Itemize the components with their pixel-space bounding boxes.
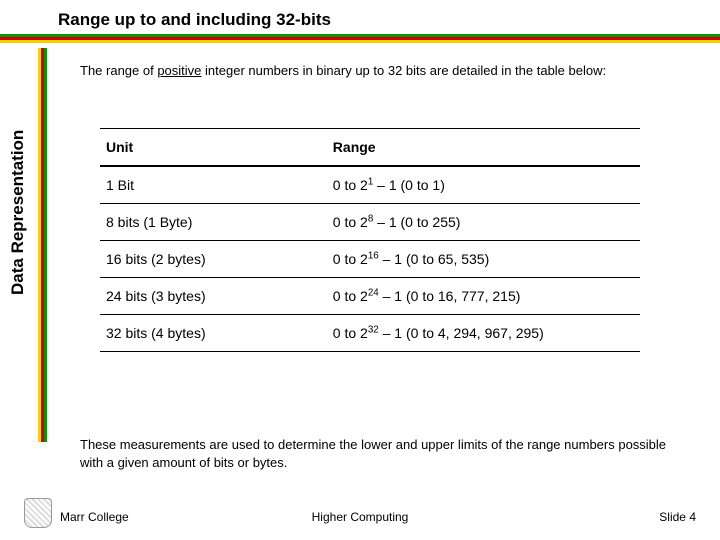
- side-label: Data Representation: [8, 255, 28, 295]
- slide-title: Range up to and including 32-bits: [58, 10, 331, 30]
- table-row: 32 bits (4 bytes)0 to 232 – 1 (0 to 4, 2…: [100, 315, 640, 352]
- cell-unit: 32 bits (4 bytes): [100, 315, 327, 352]
- side-label-text: Data Representation: [8, 130, 28, 295]
- intro-text: The range of positive integer numbers in…: [80, 62, 690, 80]
- header-unit: Unit: [100, 129, 327, 167]
- cell-range: 0 to 224 – 1 (0 to 16, 777, 215): [327, 278, 640, 315]
- rule-yellow: [0, 40, 720, 43]
- table-row: 1 Bit0 to 21 – 1 (0 to 1): [100, 166, 640, 204]
- footer-center: Higher Computing: [312, 510, 409, 524]
- footer: Marr College Higher Computing Slide 4: [0, 510, 720, 524]
- header-range: Range: [327, 129, 640, 167]
- cell-unit: 8 bits (1 Byte): [100, 204, 327, 241]
- table-row: 8 bits (1 Byte)0 to 28 – 1 (0 to 255): [100, 204, 640, 241]
- footer-left: Marr College: [60, 510, 129, 524]
- cell-range: 0 to 232 – 1 (0 to 4, 294, 967, 295): [327, 315, 640, 352]
- cell-unit: 24 bits (3 bytes): [100, 278, 327, 315]
- table-row: 24 bits (3 bytes)0 to 224 – 1 (0 to 16, …: [100, 278, 640, 315]
- title-underline-stack: [0, 34, 720, 43]
- side-bar-stack: [38, 48, 47, 442]
- cell-unit: 16 bits (2 bytes): [100, 241, 327, 278]
- cell-range: 0 to 216 – 1 (0 to 65, 535): [327, 241, 640, 278]
- slide: Range up to and including 32-bits Data R…: [0, 0, 720, 540]
- side-bar-green: [44, 48, 47, 442]
- cell-range: 0 to 28 – 1 (0 to 255): [327, 204, 640, 241]
- intro-after: integer numbers in binary up to 32 bits …: [201, 63, 606, 78]
- outro-text: These measurements are used to determine…: [80, 436, 690, 472]
- footer-right: Slide 4: [659, 510, 696, 524]
- range-table-wrap: Unit Range 1 Bit0 to 21 – 1 (0 to 1)8 bi…: [100, 128, 640, 352]
- range-table: Unit Range 1 Bit0 to 21 – 1 (0 to 1)8 bi…: [100, 128, 640, 352]
- cell-unit: 1 Bit: [100, 166, 327, 204]
- cell-range: 0 to 21 – 1 (0 to 1): [327, 166, 640, 204]
- intro-before: The range of: [80, 63, 157, 78]
- intro-underlined: positive: [157, 63, 201, 78]
- table-header-row: Unit Range: [100, 129, 640, 167]
- table-row: 16 bits (2 bytes)0 to 216 – 1 (0 to 65, …: [100, 241, 640, 278]
